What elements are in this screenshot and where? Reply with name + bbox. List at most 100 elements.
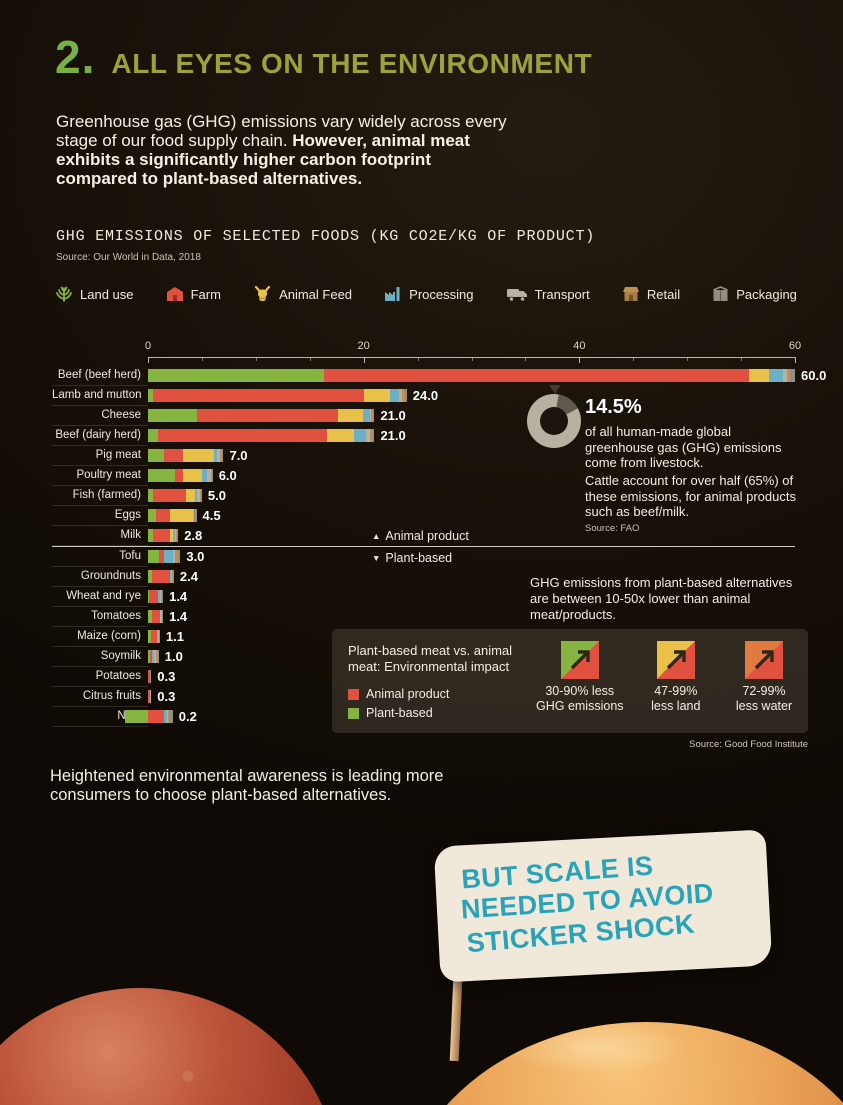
bar-row: Maize (corn) 1.1: [52, 627, 795, 647]
stat-value: 30-90% less: [545, 684, 615, 698]
bar-segment-packaging: [177, 529, 179, 542]
triangle-up-icon: ▲: [372, 530, 381, 541]
triangle-down-icon: ▼: [372, 552, 381, 563]
stacked-bar: [148, 670, 152, 683]
axis-tick: [795, 357, 796, 363]
livestock-body: of all human-made global greenhouse gas …: [585, 424, 782, 470]
stacked-bar: [148, 449, 224, 462]
bar-segment-land-use: [148, 409, 197, 422]
stacked-bar: [148, 409, 375, 422]
legend-item-farm: Farm: [166, 286, 221, 302]
category-label: Lamb and mutton: [52, 386, 148, 406]
bar-value-label: 1.1: [165, 629, 184, 644]
bar-track: 21.0: [148, 426, 795, 446]
bar-segment-transport: [172, 550, 175, 563]
bar-segment-farm: [157, 429, 327, 442]
category-label: Wheat and rye: [52, 587, 148, 607]
bar-value-label: 1.4: [169, 609, 188, 624]
bar-segment-farm: [153, 489, 186, 502]
stacked-bar: [148, 690, 152, 703]
axis-tick: [417, 357, 419, 361]
bar-segment-farm: [152, 570, 170, 583]
bar-segment-land-use: [148, 509, 156, 522]
axis-tick: [579, 357, 581, 363]
chart-source: Source: Our World in Data, 2018: [56, 252, 201, 263]
animal-product-annotation: ▲ Animal product: [372, 529, 469, 543]
bar-segment-retail: [168, 710, 170, 723]
annotation-label: Animal product: [385, 529, 469, 543]
stat-label: GHG emissions: [536, 699, 624, 713]
axis-tick: [309, 357, 311, 361]
bar-track: 6.0: [148, 466, 795, 486]
stat-value: 47-99%: [654, 684, 698, 698]
livestock-cattle-note: Cattle account for over half (65%) of th…: [585, 473, 796, 519]
category-label: Beef (dairy herd): [52, 426, 148, 446]
bar-segment-land-use: [148, 529, 154, 542]
bar-row: Citrus fruits 0.3: [52, 687, 795, 707]
bar-segment-processing: [164, 550, 173, 563]
stacked-bar: [148, 610, 164, 623]
bar-segment-processing: [195, 489, 197, 502]
bar-track: 7.0: [148, 446, 795, 466]
bar-row: Eggs 4.5: [52, 506, 795, 526]
bar-segment-packaging: [194, 509, 197, 522]
bar-segment-retail: [174, 550, 179, 563]
bar-segment-farm: [151, 630, 157, 643]
stacked-bar: [148, 630, 160, 643]
bar-segment-packaging: [178, 550, 181, 563]
legend-label: Packaging: [736, 286, 797, 302]
legend-label: Transport: [534, 286, 590, 302]
bar-segment-transport: [154, 650, 156, 663]
impact-legend: Animal product Plant-based: [348, 687, 449, 720]
bar-segment-processing: [353, 429, 366, 442]
bar-segment-packaging: [372, 429, 375, 442]
bar-segment-processing: [362, 409, 371, 422]
page-title: ALL EYES ON THE ENVIRONMENT: [111, 48, 593, 79]
axis-tick: [741, 357, 743, 361]
bar-segment-farm: [164, 449, 183, 462]
axis-tick: [471, 357, 473, 361]
bar-row: Fish (farmed) 5.0: [52, 486, 795, 506]
bar-segment-packaging: [200, 489, 202, 502]
bar-segment-packaging: [157, 650, 159, 663]
bar-row: Wheat and rye 1.4: [52, 587, 795, 607]
impact-stat-less-land: 47-99% less land: [640, 641, 712, 714]
category-label: Fish (farmed): [52, 486, 148, 506]
impact-legend-item-animal-product: Animal product: [348, 687, 449, 701]
bar-row: Poultry meat 6.0: [52, 466, 795, 486]
plant-based-annotation: ▼ Plant-based: [372, 551, 452, 565]
bar-value-label: 1.4: [169, 589, 188, 604]
bar-row: Tomatoes 1.4: [52, 607, 795, 627]
legend-label: Animal Feed: [279, 286, 353, 302]
bar-segment-transport: [193, 509, 195, 522]
bar-track: 2.4: [148, 567, 795, 587]
legend-swatch: [348, 707, 359, 719]
bar-value-label: 0.2: [178, 709, 197, 724]
bar-row: Lamb and mutton 24.0: [52, 386, 795, 406]
stacked-bar: [148, 570, 174, 583]
bar-segment-farm: [148, 710, 165, 723]
intro-paragraph: Greenhouse gas (GHG) emissions vary wide…: [56, 112, 514, 188]
intro-bold-text: However, animal meat exhibits a signific…: [56, 131, 470, 188]
legend-label: Plant-based: [366, 706, 433, 720]
bar-segment-animal-feed: [748, 369, 770, 382]
bar-value-label: 7.0: [229, 448, 248, 463]
bar-segment-packaging: [172, 570, 174, 583]
bar-segment-transport: [170, 570, 172, 583]
header: 2. ALL EYES ON THE ENVIRONMENT: [55, 30, 592, 84]
axis-tick: [363, 357, 365, 363]
stacked-bar: [148, 469, 213, 482]
legend-item-processing: Processing: [384, 286, 473, 302]
axis-tick-label: 20: [357, 340, 370, 352]
legend-item-transport: Transport: [506, 287, 590, 302]
bar-segment-processing: [213, 449, 217, 462]
axis-tick: [525, 357, 527, 361]
bar-segment-land-use: [148, 369, 324, 382]
cow-icon: [253, 286, 272, 302]
bar-segment-land-use: [148, 570, 153, 583]
bar-segment-retail: [787, 369, 790, 382]
legend-label: Land use: [80, 286, 134, 302]
livestock-percentage: 14.5%: [585, 396, 642, 418]
bar-segment-animal-feed: [182, 469, 202, 482]
